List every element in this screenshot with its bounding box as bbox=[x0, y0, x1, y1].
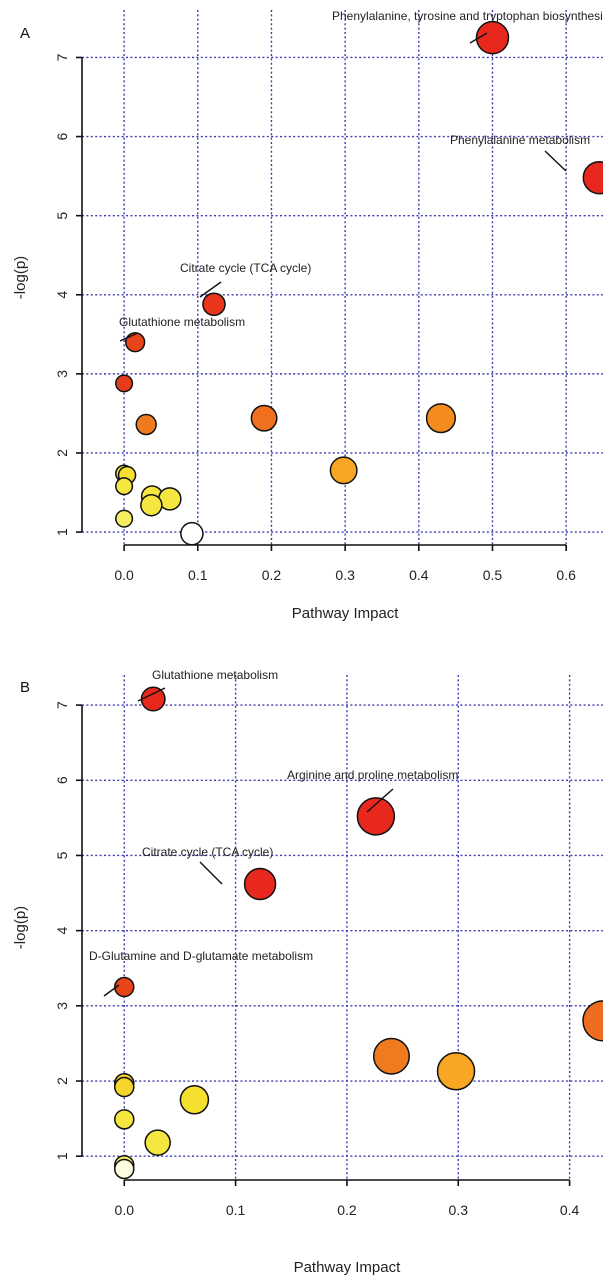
y-tick-label: 4 bbox=[54, 291, 70, 299]
data-point bbox=[114, 1109, 135, 1130]
panel-b-chart: B 1 2 3 4 5 6 7 0.0 0.1 0.2 0.3 0.4 Pathway Impact -lo… bbox=[12, 668, 603, 1276]
data-point bbox=[356, 797, 396, 836]
y-tick-label: 1 bbox=[54, 1152, 70, 1160]
y-tick-label: 4 bbox=[54, 927, 70, 935]
data-point bbox=[582, 160, 603, 195]
x-tick-label: 0.2 bbox=[262, 567, 282, 583]
y-tick-label: 7 bbox=[54, 701, 70, 709]
y-tick-label: 5 bbox=[54, 851, 70, 859]
label-leader-line bbox=[119, 332, 139, 342]
data-point-label: Glutathione metabolism bbox=[119, 315, 245, 329]
data-point bbox=[140, 493, 163, 517]
data-point bbox=[475, 20, 510, 55]
data-point bbox=[582, 1000, 603, 1042]
y-tick-label: 2 bbox=[54, 1077, 70, 1085]
label-leader-line bbox=[544, 150, 567, 172]
x-tick-label: 0.6 bbox=[556, 567, 576, 583]
data-point-label: Phenylalanine metabolism bbox=[450, 133, 590, 147]
data-point-label: Citrate cycle (TCA cycle) bbox=[180, 261, 311, 275]
x-tick-label: 0.5 bbox=[483, 567, 503, 583]
data-point bbox=[115, 477, 134, 496]
y-axis-title: -log(p) bbox=[12, 256, 29, 299]
label-leader-line bbox=[469, 32, 488, 44]
x-tick-label: 0.0 bbox=[114, 567, 134, 583]
data-point-label: Glutathione metabolism bbox=[152, 668, 278, 682]
x-tick-label: 0.1 bbox=[226, 1202, 246, 1218]
y-tick-label: 1 bbox=[54, 528, 70, 536]
data-point bbox=[250, 404, 278, 432]
data-point bbox=[329, 456, 358, 485]
data-point bbox=[140, 686, 166, 712]
x-axis-title: Pathway Impact bbox=[292, 605, 400, 622]
data-point bbox=[144, 1129, 171, 1156]
y-tick-label: 2 bbox=[54, 449, 70, 457]
data-point-label: Phenylalanine, tyrosine and tryptophan b… bbox=[332, 9, 603, 23]
data-point bbox=[125, 332, 146, 353]
label-leader-line bbox=[366, 788, 394, 813]
data-point-label: D-Glutamine and D-glutamate metabolism bbox=[89, 949, 313, 963]
x-tick-label: 0.3 bbox=[449, 1202, 469, 1218]
y-tick-label: 6 bbox=[54, 776, 70, 784]
data-point bbox=[180, 521, 204, 546]
data-point bbox=[114, 976, 135, 998]
data-point-label: Arginine and proline metabolism bbox=[287, 768, 458, 782]
label-leader-line bbox=[137, 687, 166, 702]
x-tick-label: 0.4 bbox=[409, 567, 429, 583]
data-point-label: Citrate cycle (TCA cycle) bbox=[142, 845, 273, 859]
x-tick-label: 0.2 bbox=[337, 1202, 357, 1218]
x-axis-title: Pathway Impact bbox=[294, 1259, 402, 1276]
y-tick-label: 3 bbox=[54, 370, 70, 378]
y-tick-label: 6 bbox=[54, 132, 70, 140]
x-tick-label: 0.3 bbox=[335, 567, 355, 583]
data-point bbox=[179, 1085, 210, 1115]
data-point bbox=[135, 413, 157, 436]
panel-letter: B bbox=[20, 679, 30, 696]
data-point bbox=[243, 867, 277, 901]
data-point bbox=[114, 1158, 135, 1180]
panel-letter: A bbox=[20, 25, 30, 42]
data-point bbox=[115, 374, 134, 393]
y-tick-label: 3 bbox=[54, 1002, 70, 1010]
data-point bbox=[115, 509, 134, 528]
x-tick-label: 0.4 bbox=[560, 1202, 580, 1218]
data-point bbox=[202, 292, 226, 317]
y-axis-title: -log(p) bbox=[12, 906, 29, 949]
x-tick-label: 0.1 bbox=[188, 567, 208, 583]
data-point bbox=[425, 403, 457, 434]
panel-a-chart: A 1 2 3 4 5 6 7 0.0 0.1 0.2 0.3 0.4 0.5 0.6 Pathway Imp… bbox=[12, 9, 603, 622]
y-tick-label: 7 bbox=[54, 53, 70, 61]
data-point bbox=[436, 1051, 476, 1091]
y-tick-label: 5 bbox=[54, 212, 70, 220]
data-point bbox=[372, 1037, 410, 1075]
label-leader-line bbox=[103, 984, 120, 997]
data-point bbox=[114, 1076, 135, 1098]
label-leader-line bbox=[199, 281, 222, 298]
x-tick-label: 0.0 bbox=[115, 1202, 135, 1218]
label-leader-line bbox=[199, 861, 223, 885]
